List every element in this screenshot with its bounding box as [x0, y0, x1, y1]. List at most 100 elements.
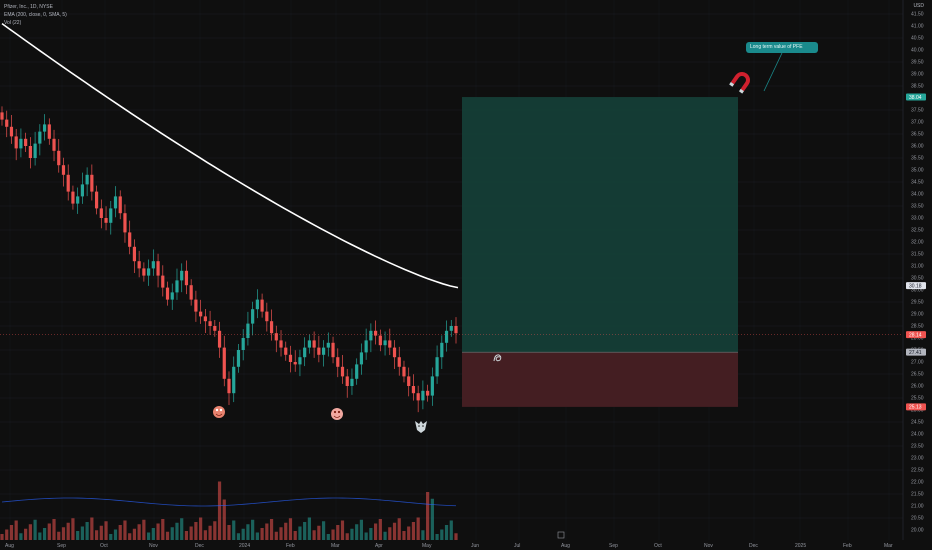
price-tick-label: 37.50 [911, 108, 924, 114]
price-badges: 38.04 30.18 28.14 27.41 25.13 [906, 93, 926, 411]
candle-body [61, 165, 66, 175]
time-tick-label: Oct [654, 543, 662, 549]
price-tick-label: 31.50 [911, 252, 924, 258]
candle-body [265, 311, 269, 322]
candle-body [85, 174, 89, 185]
volume-bar [241, 528, 245, 540]
time-tick-label: Feb [843, 543, 852, 549]
volume-bar [402, 531, 406, 540]
price-tick-label: 33.00 [911, 216, 924, 222]
price-tick-label: 30.00 [911, 288, 924, 294]
volume-bar [284, 522, 288, 540]
time-tick-label: 2024 [239, 543, 250, 549]
volume-bar [113, 529, 118, 540]
volume-bar [137, 524, 141, 540]
price-tick-label: 25.50 [911, 396, 924, 402]
volume-bar [142, 519, 146, 540]
volume-bar [265, 523, 269, 540]
time-tick-label: Feb [286, 543, 295, 549]
entry-price-badge [906, 348, 926, 356]
candle-body [303, 347, 307, 358]
candle-body [24, 138, 28, 146]
volume-bar [104, 521, 108, 540]
volume-indicator-label[interactable]: Vol (22) [4, 20, 22, 26]
candle-body [331, 342, 335, 358]
volume-bar [336, 525, 340, 540]
ema-indicator-label[interactable]: EMA (200, close, 0, SMA, 5) [4, 12, 67, 18]
candle-body [28, 146, 32, 158]
price-tick-label: 27.00 [911, 360, 924, 366]
volume-bar [355, 524, 359, 540]
price-tick-label: 26.50 [911, 372, 924, 378]
candle-body [232, 366, 236, 394]
volume-bar [421, 530, 425, 540]
volume-bar [38, 532, 42, 540]
time-axis[interactable]: Aug Sep Oct Nov Dec 2024 Feb Mar Apr May Jun Jul Aug… [5, 543, 893, 549]
volume-bar [307, 517, 311, 540]
volume-bar [440, 529, 444, 540]
time-tick-label: 2025 [795, 543, 806, 549]
price-tick-label: 36.00 [911, 144, 924, 150]
volume-bar [189, 526, 193, 540]
volume-bar [52, 519, 56, 540]
volume-bar [321, 521, 326, 540]
volume-bar [0, 534, 4, 540]
volume-bar [345, 533, 349, 540]
stop-zone[interactable] [462, 352, 738, 407]
candle-body [374, 330, 378, 336]
volume-bar [374, 523, 378, 540]
price-tick-label: 21.50 [911, 492, 924, 498]
currency-label[interactable]: USD [913, 3, 924, 9]
candle-body [184, 270, 189, 286]
volume-bar [57, 531, 61, 540]
candle-body [251, 309, 255, 324]
price-tick-label: 40.00 [911, 48, 924, 54]
candle-body [38, 131, 42, 144]
volume-bar [274, 531, 278, 540]
candle-body [104, 218, 108, 223]
event-icon[interactable] [557, 531, 565, 539]
candle-body [14, 136, 18, 149]
candle-body [52, 138, 56, 151]
volume-bar [184, 531, 189, 540]
volume-bar [28, 524, 32, 540]
candle-body [444, 330, 449, 343]
time-tick-label: Dec [749, 543, 758, 549]
candle-body [194, 299, 198, 312]
volume-bar [94, 530, 99, 540]
price-tick-label: 36.50 [911, 132, 924, 138]
candle-body [293, 362, 297, 365]
volume-bar [388, 527, 392, 540]
candle-body [156, 261, 160, 276]
callout-note[interactable]: Long term value of PFE [746, 42, 818, 53]
volume-bar [147, 532, 151, 540]
time-tick-label: Sep [57, 543, 66, 549]
volume-bar [364, 532, 368, 540]
volume-bar [449, 520, 453, 540]
price-tick-label: 41.50 [911, 12, 924, 18]
price-tick-label: 35.00 [911, 168, 924, 174]
candle-body [33, 143, 37, 158]
volume-bar [430, 498, 434, 540]
candle-body [326, 342, 330, 348]
symbol-title[interactable]: Pfizer, Inc., 1D, NYSE [4, 4, 53, 10]
candle-body [9, 126, 14, 137]
volume-bar [9, 525, 14, 540]
volume-bar [165, 531, 170, 540]
candle-body [255, 299, 259, 310]
time-tick-label: Nov [149, 543, 158, 549]
candle-body [359, 352, 364, 365]
price-tick-label: 23.00 [911, 456, 924, 462]
candle-body [317, 347, 321, 355]
target-zone[interactable] [462, 97, 738, 353]
volume-bar [199, 517, 203, 540]
candle-body [94, 191, 99, 209]
volume-bar [99, 525, 103, 540]
sticker-face-icon-2 [331, 408, 343, 420]
volume-bar [331, 529, 335, 540]
volume-bar [407, 526, 411, 540]
volume-bar [298, 526, 302, 540]
candle-body [217, 330, 222, 348]
volume-bar [435, 534, 439, 540]
